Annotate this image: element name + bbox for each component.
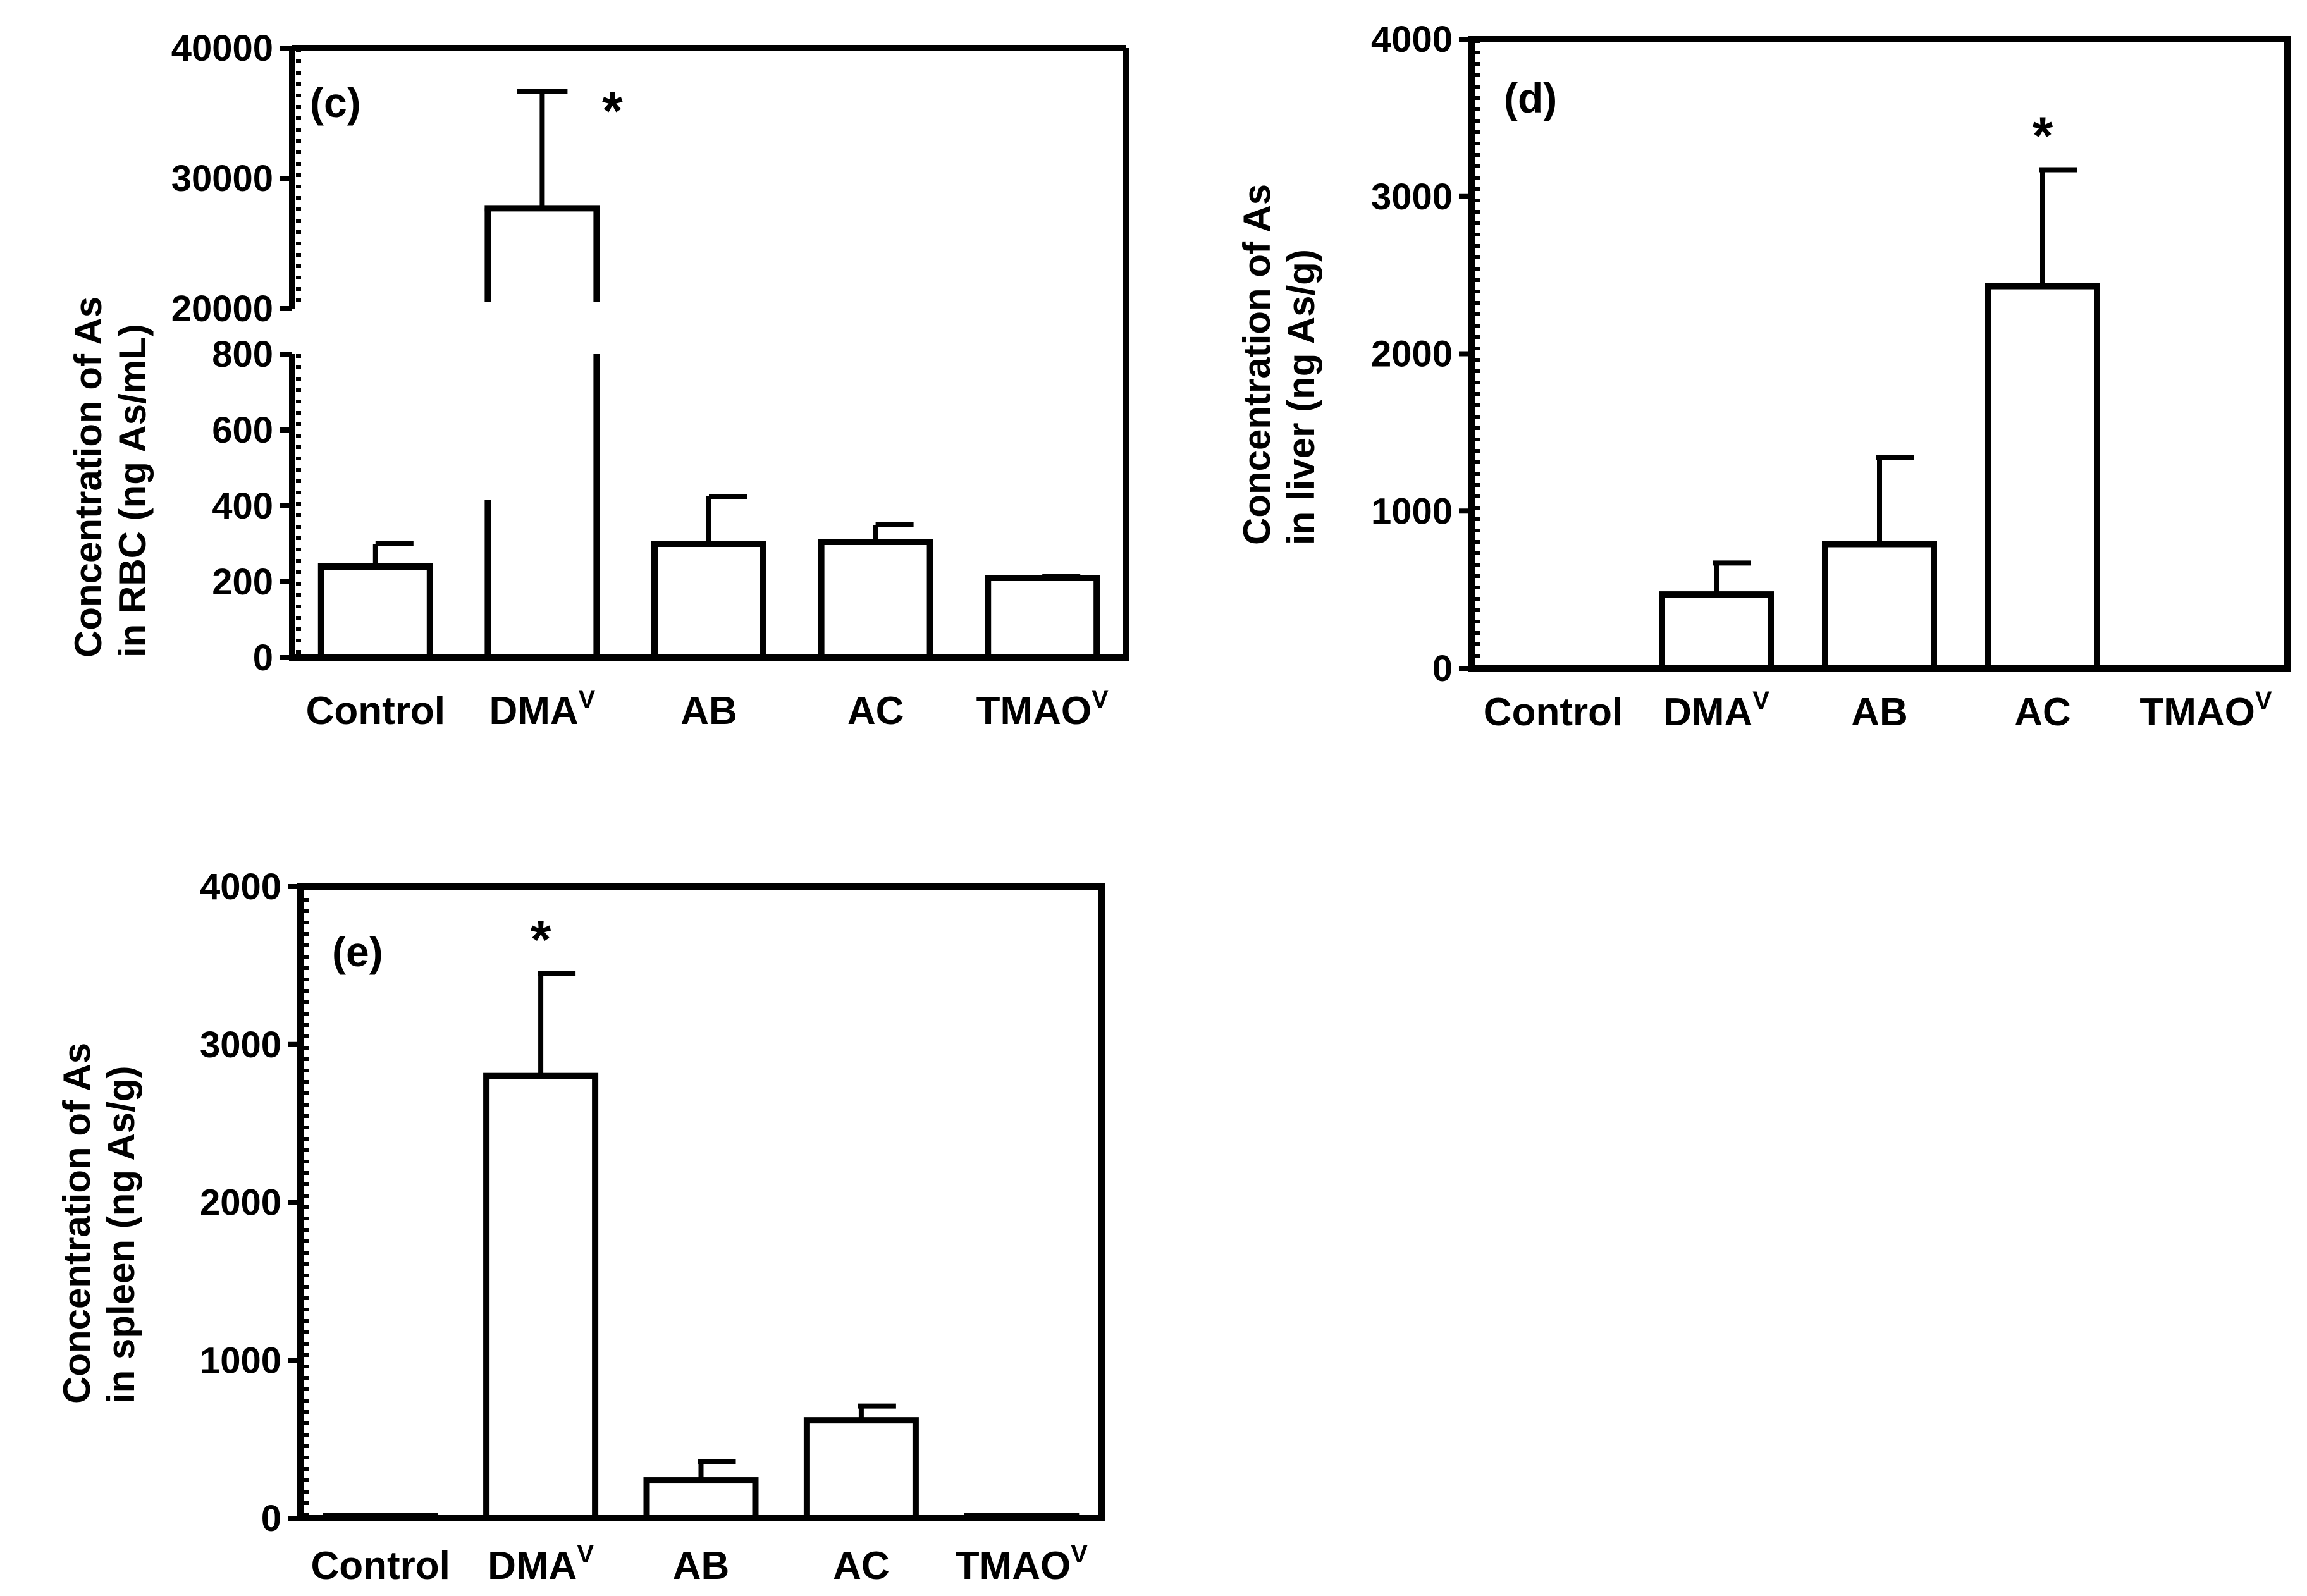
- panel-label: (c): [310, 79, 361, 126]
- y-tick-label: 400: [212, 486, 273, 527]
- bar-control: [323, 1513, 438, 1521]
- bar-ac: [803, 1417, 919, 1522]
- significance-marker: *: [2033, 106, 2053, 165]
- y-tick-label: 1000: [1371, 491, 1453, 532]
- y-tick-label: 600: [212, 410, 273, 451]
- bar-control: [317, 563, 433, 661]
- bar-ac: [818, 539, 933, 661]
- y-tick-label: 3000: [200, 1024, 281, 1065]
- x-tick-label: TMAOV: [2139, 687, 2272, 734]
- y-tick-label: 4000: [1371, 19, 1453, 60]
- x-tick-label: Control: [1484, 691, 1623, 734]
- x-tick-label: AC: [2014, 691, 2071, 734]
- y-tick-label: 4000: [200, 866, 281, 907]
- y-axis-label: Concentration of As in spleen (ng As/g): [56, 1043, 142, 1404]
- y-tick-label: 0: [261, 1498, 281, 1539]
- y-tick-label: 3000: [1371, 176, 1453, 218]
- panel-c: 0 200 400 600 800 20000 30000 40000 Control * DMAV…: [67, 28, 1129, 733]
- plot-frame: [1468, 36, 2291, 672]
- y-axis-label-line-2: in RBC (ng As/mL): [111, 324, 154, 658]
- x-tick-label: DMAV: [489, 685, 595, 733]
- y-axis-label-line-1: Concentration of As: [56, 1043, 98, 1404]
- y-axis-label: Concentration of As in liver (ng As/g): [1236, 184, 1322, 545]
- y-tick-label: 0: [1432, 648, 1453, 689]
- bar-ac: [1985, 283, 2100, 672]
- significance-marker: *: [531, 909, 551, 969]
- x-tick-label: DMAV: [488, 1540, 594, 1588]
- bar-dma: [1659, 591, 1774, 672]
- y-tick-label: 0: [253, 637, 273, 678]
- x-tick-label: DMAV: [1663, 687, 1769, 734]
- y-axis-label: Concentration of As in RBC (ng As/mL): [67, 297, 154, 658]
- y-axis-label-line-1: Concentration of As: [1236, 184, 1278, 545]
- panel-label: (d): [1504, 75, 1557, 121]
- panel-d: 0 1000 2000 3000 4000 Control DMAV AB * AC TMAOV (d…: [1236, 19, 2291, 734]
- y-tick-label: 2000: [200, 1182, 281, 1224]
- y-tick-label: 200: [212, 562, 273, 603]
- x-tick-label: AB: [1851, 691, 1908, 734]
- y-tick-label: 20000: [171, 288, 273, 329]
- bar-ab: [1822, 541, 1937, 672]
- y-tick-label: 40000: [171, 28, 273, 69]
- plot-frame: [297, 883, 1105, 1521]
- y-tick-label: 800: [212, 334, 273, 375]
- y-tick-label: 1000: [200, 1340, 281, 1381]
- y-axis-label-line-2: in liver (ng As/g): [1280, 249, 1322, 545]
- x-tick-label: AB: [673, 1544, 730, 1588]
- significance-marker: *: [602, 81, 623, 140]
- bar-ab: [643, 1477, 759, 1522]
- x-tick-label: AC: [847, 689, 904, 733]
- bar-tmao: [964, 1513, 1080, 1521]
- y-axis-label-line-2: in spleen (ng As/g): [100, 1066, 142, 1404]
- y-tick-label: 2000: [1371, 334, 1453, 375]
- x-tick-label: AB: [680, 689, 737, 733]
- bar-ab: [651, 541, 766, 661]
- panel-label: (e): [332, 928, 383, 975]
- bar-dma: [483, 1072, 599, 1521]
- bar-tmao: [985, 575, 1100, 661]
- x-tick-label: TMAOV: [976, 685, 1109, 733]
- y-tick-label: 30000: [171, 158, 273, 199]
- x-tick-label: Control: [306, 689, 445, 733]
- panel-e: 0 1000 2000 3000 4000 Control * DMAV AB AC TMAOV (e…: [56, 866, 1105, 1588]
- y-axis-label-line-1: Concentration of As: [67, 297, 109, 658]
- x-tick-label: TMAOV: [956, 1540, 1088, 1588]
- x-tick-label: AC: [833, 1544, 890, 1588]
- x-tick-label: Control: [311, 1544, 450, 1588]
